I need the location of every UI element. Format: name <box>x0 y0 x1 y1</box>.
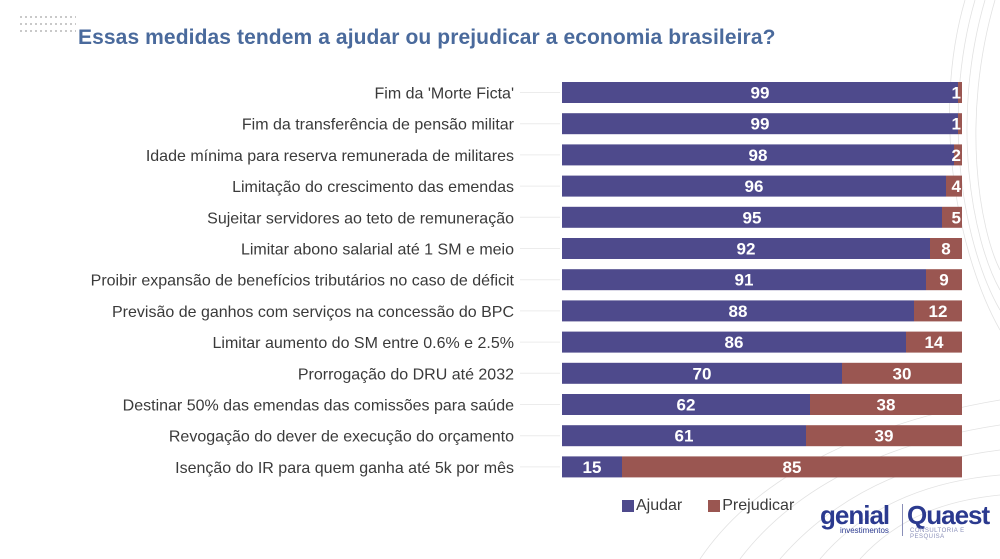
value-label-ajudar: 99 <box>751 84 770 103</box>
value-label-prejudicar: 12 <box>929 302 948 321</box>
value-label-prejudicar: 9 <box>939 271 948 290</box>
chart-title: Essas medidas tendem a ajudar ou prejudi… <box>78 26 776 49</box>
legend-swatch-ajudar <box>622 500 634 512</box>
legend-item-prejudicar: Prejudicar <box>708 497 794 515</box>
category-label: Previsão de ganhos com serviços na conce… <box>112 304 514 321</box>
value-label-prejudicar: 4 <box>952 177 962 196</box>
bar-ajudar <box>562 206 942 228</box>
bar-ajudar <box>562 425 806 447</box>
category-label: Isenção do IR para quem ganha até 5k por… <box>175 460 514 477</box>
bar-ajudar <box>562 238 930 259</box>
quaest-logo-subtitle: CONSULTORIA E PESQUISA <box>910 528 965 540</box>
category-label: Destinar 50% das emendas das comissões p… <box>123 398 514 415</box>
category-label: Fim da transferência de pensão militar <box>242 117 515 134</box>
bar-ajudar <box>562 300 914 322</box>
bar-prejudicar <box>810 394 962 415</box>
value-label-ajudar: 62 <box>677 396 696 415</box>
category-label: Limitar abono salarial até 1 SM e meio <box>241 242 514 259</box>
value-label-ajudar: 91 <box>735 271 754 290</box>
bar-prejudicar <box>906 331 962 353</box>
bar-prejudicar <box>946 175 962 197</box>
value-label-ajudar: 70 <box>693 364 712 383</box>
category-label: Limitar aumento do SM entre 0.6% e 2.5% <box>213 335 515 352</box>
bar-prejudicar <box>806 425 962 447</box>
category-label: Revogação do dever de execução do orçame… <box>169 429 514 446</box>
bar-prejudicar <box>926 269 962 291</box>
genial-logo: genial <box>820 500 890 530</box>
category-label: Idade mínima para reserva remunerada de … <box>146 148 514 165</box>
bar-prejudicar <box>954 144 962 166</box>
bar-prejudicar <box>622 456 962 478</box>
value-label-ajudar: 88 <box>729 302 748 321</box>
value-label-prejudicar: 8 <box>941 240 950 259</box>
bar-ajudar <box>562 269 926 291</box>
value-label-ajudar: 98 <box>749 146 768 165</box>
bar-prejudicar <box>930 238 962 259</box>
category-label: Proibir expansão de benefícios tributári… <box>91 273 515 290</box>
category-label: Prorrogação do DRU até 2032 <box>298 366 514 383</box>
category-label: Fim da 'Morte Ficta' <box>375 86 514 103</box>
bar-prejudicar <box>958 82 962 103</box>
value-label-prejudicar: 5 <box>952 208 961 227</box>
value-label-prejudicar: 38 <box>877 396 896 415</box>
value-label-prejudicar: 39 <box>875 427 894 446</box>
bar-ajudar <box>562 362 842 384</box>
bar-ajudar <box>562 456 622 478</box>
bar-prejudicar <box>914 300 962 322</box>
genial-logo-subtitle: investimentos <box>840 526 889 535</box>
category-label: Limitação do crescimento das emendas <box>232 179 514 196</box>
category-label: Sujeitar servidores ao teto de remuneraç… <box>207 210 514 227</box>
legend-swatch-prejudicar <box>708 500 721 512</box>
value-label-ajudar: 99 <box>751 115 770 134</box>
legend: Ajudar Prejudicar <box>622 497 794 515</box>
value-label-prejudicar: 14 <box>925 333 944 352</box>
value-label-ajudar: 15 <box>583 458 602 477</box>
value-label-prejudicar: 2 <box>952 146 961 165</box>
logo-divider <box>902 504 903 536</box>
legend-item-ajudar: Ajudar <box>622 497 682 515</box>
value-label-ajudar: 92 <box>737 240 756 259</box>
decorative-marks <box>20 16 76 46</box>
bar-ajudar <box>562 144 954 166</box>
legend-label-prejudicar: Prejudicar <box>722 497 795 514</box>
value-label-ajudar: 86 <box>725 333 744 352</box>
value-label-ajudar: 95 <box>743 208 762 227</box>
legend-label-ajudar: Ajudar <box>636 497 683 514</box>
value-label-prejudicar: 30 <box>893 364 912 383</box>
value-label-prejudicar: 85 <box>783 458 802 477</box>
bar-ajudar <box>562 331 906 353</box>
value-label-ajudar: 61 <box>675 427 694 446</box>
value-label-prejudicar: 1 <box>952 115 961 134</box>
quaest-logo: Quaest <box>907 500 990 530</box>
bar-ajudar <box>562 394 810 415</box>
bar-ajudar <box>562 175 946 197</box>
bar-prejudicar <box>842 362 962 384</box>
value-label-ajudar: 96 <box>745 177 764 196</box>
bar-ajudar <box>562 113 958 135</box>
bar-prejudicar <box>958 113 962 135</box>
value-label-prejudicar: 1 <box>952 84 961 103</box>
bar-ajudar <box>562 82 958 103</box>
logos: genial investimentos Quaest CONSULTORIA … <box>820 500 990 540</box>
bar-prejudicar <box>942 206 962 228</box>
